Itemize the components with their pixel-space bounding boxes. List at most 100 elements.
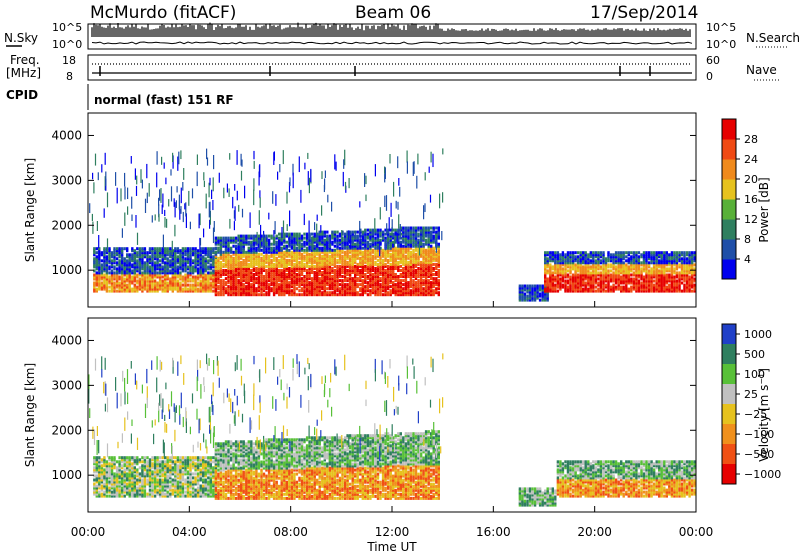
- data-cell: [275, 258, 278, 262]
- data-cell: [637, 287, 641, 291]
- data-cell: [153, 289, 157, 293]
- data-cell: [212, 265, 215, 269]
- data-cell: [604, 289, 608, 293]
- data-cell: [283, 232, 286, 236]
- data-cell: [407, 285, 410, 289]
- data-cell: [404, 230, 408, 234]
- data-cell: [171, 279, 174, 283]
- data-cell: [435, 232, 438, 236]
- data-cell: [207, 275, 210, 279]
- data-cell: [310, 271, 314, 274]
- data-cell: [278, 246, 281, 250]
- data-cell: [635, 283, 638, 287]
- data-cell: [204, 261, 207, 265]
- data-cell: [354, 267, 357, 270]
- data-cell: [399, 252, 402, 256]
- data-cell: [148, 287, 152, 291]
- data-cell: [318, 279, 321, 283]
- data-cell: [148, 249, 152, 253]
- data-cell: [219, 260, 223, 264]
- data-cell: [430, 254, 433, 258]
- data-cell: [128, 255, 131, 259]
- data-cell: [219, 269, 223, 272]
- data-cell: [341, 256, 344, 260]
- data-cell: [592, 279, 595, 283]
- data-cell: [412, 242, 415, 246]
- data-cell: [161, 283, 164, 287]
- data-cell: [430, 264, 433, 268]
- data-cell: [151, 257, 154, 261]
- data-cell: [207, 283, 210, 287]
- data-cell: [685, 261, 689, 265]
- data-cell: [333, 291, 337, 295]
- data-cell: [176, 255, 180, 259]
- data-cell: [214, 246, 218, 250]
- data-cell: [278, 262, 281, 266]
- data-cell: [290, 271, 294, 274]
- data-cell: [308, 277, 311, 281]
- data-cell: [265, 246, 268, 250]
- data-cell: [123, 247, 126, 251]
- data-cell: [178, 194, 180, 210]
- data-cell: [333, 287, 337, 291]
- data-cell: [376, 250, 380, 254]
- data-cell: [680, 289, 684, 293]
- data-cell: [690, 273, 694, 277]
- data-cell: [371, 267, 375, 270]
- data-cell: [392, 285, 395, 289]
- data-cell: [318, 246, 321, 250]
- data-cell: [533, 298, 537, 302]
- data-cell: [576, 257, 580, 261]
- data-cell: [663, 265, 666, 269]
- data-cell: [574, 263, 577, 267]
- data-cell: [222, 264, 225, 268]
- data-cell: [361, 238, 364, 242]
- data-cell: [414, 291, 418, 295]
- data-cell: [237, 279, 240, 283]
- data-cell: [105, 269, 109, 273]
- data-cell: [196, 257, 200, 261]
- data-cell: [265, 236, 268, 240]
- data-cell: [185, 213, 187, 228]
- data-cell: [663, 285, 666, 289]
- data-cell: [417, 283, 420, 287]
- data-cell: [202, 283, 205, 287]
- data-cell: [89, 203, 91, 214]
- data-cell: [204, 259, 207, 263]
- data-cell: [229, 291, 233, 295]
- data-cell: [106, 192, 109, 208]
- data-cell: [204, 247, 207, 251]
- data-cell: [432, 236, 435, 240]
- data-cell: [402, 244, 405, 248]
- data-cell: [179, 253, 182, 257]
- data-cell: [642, 251, 646, 255]
- data-cell: [584, 263, 587, 267]
- data-cell: [346, 271, 349, 274]
- data-cell: [437, 271, 440, 274]
- data-cell: [647, 251, 651, 255]
- data-cell: [282, 220, 285, 234]
- data-cell: [194, 247, 197, 251]
- data-cell: [549, 257, 552, 261]
- data-cell: [223, 187, 225, 199]
- data-cell: [670, 283, 674, 287]
- data-cell: [394, 289, 397, 293]
- data-cell: [673, 261, 676, 265]
- data-cell: [371, 285, 375, 289]
- data-cell: [427, 232, 430, 236]
- data-cell: [544, 263, 547, 267]
- data-cell: [419, 226, 423, 230]
- data-cell: [612, 275, 615, 279]
- data-cell: [343, 273, 347, 276]
- data-cell: [612, 265, 615, 269]
- data-cell: [599, 287, 603, 291]
- data-cell: [602, 251, 605, 255]
- data-cell: [364, 281, 367, 285]
- data-cell: [278, 240, 281, 244]
- data-cell: [161, 259, 164, 263]
- data-cell: [156, 271, 159, 275]
- data-cell: [202, 251, 205, 255]
- data-cell: [620, 267, 623, 271]
